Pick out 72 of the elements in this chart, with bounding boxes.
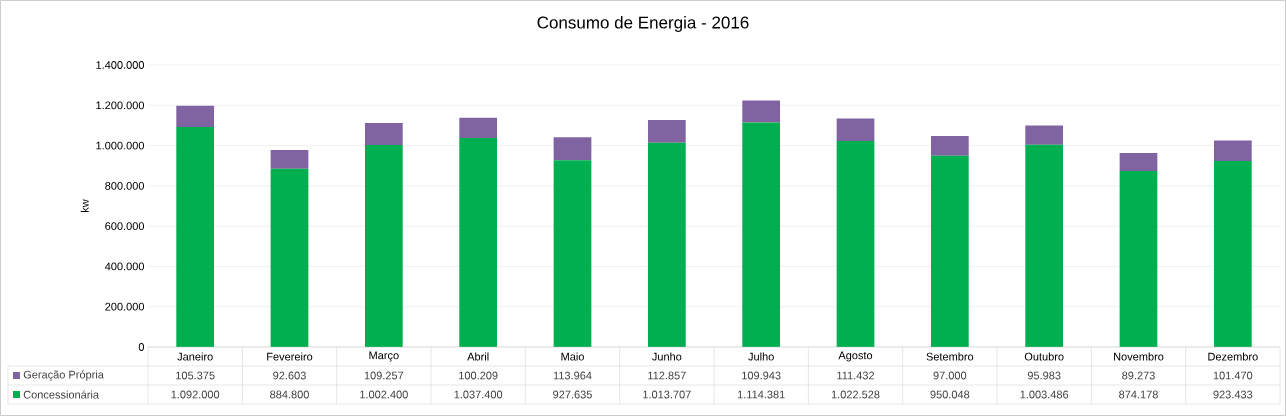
x-tick-label: Abril: [467, 352, 489, 361]
x-tick-label: Fevereiro: [267, 352, 313, 361]
y-tick-label: 1.200.000: [96, 101, 145, 110]
chart-title: Consumo de Energia - 2016: [537, 16, 749, 32]
legend-label: Geração Própria: [23, 370, 104, 381]
data-label: 884.800: [270, 390, 309, 399]
data-label: 105.375: [176, 371, 215, 380]
data-label: 113.964: [553, 371, 592, 380]
x-tick-label: Agosto: [838, 351, 873, 362]
bar: [364, 123, 403, 146]
x-tick-label: Dezembro: [1208, 352, 1258, 361]
data-label: 95.983: [1027, 371, 1061, 380]
bar: [176, 127, 215, 347]
bar: [647, 142, 686, 347]
y-tick-label: 200.000: [105, 302, 145, 311]
bar: [1119, 152, 1158, 171]
y-tick-label: 0: [138, 343, 145, 351]
x-tick-label: Julho: [748, 352, 774, 361]
data-label: 109.257: [364, 371, 404, 380]
bar: [742, 100, 781, 123]
bar: [553, 137, 592, 161]
bar: [364, 145, 403, 347]
bar: [742, 122, 781, 347]
x-tick-label: Outubro: [1024, 352, 1064, 361]
data-label: 927.635: [553, 390, 592, 399]
data-label: 1.013.707: [643, 390, 691, 399]
bar: [270, 150, 309, 169]
data-label: 923.433: [1213, 390, 1253, 399]
bar: [1213, 160, 1252, 347]
data-label: 111.432: [837, 371, 875, 380]
data-label: 874.178: [1119, 390, 1158, 399]
data-label: 89.273: [1122, 371, 1155, 380]
bar: [176, 105, 215, 128]
bar: [930, 136, 969, 156]
data-label: 92.603: [273, 371, 306, 380]
data-label: 1.037.400: [454, 390, 503, 399]
bar: [459, 138, 498, 347]
bar: [459, 117, 498, 139]
x-tick-label: Março: [369, 351, 399, 362]
bar: [270, 168, 309, 347]
data-label: 97.000: [933, 371, 967, 380]
y-tick-label: 600.000: [105, 222, 145, 231]
legend-label: Concessionária: [23, 390, 100, 399]
y-tick-label: 800.000: [105, 181, 145, 190]
bar: [647, 120, 686, 143]
bar: [1025, 144, 1064, 347]
x-tick-label: Maio: [561, 352, 584, 361]
data-label: 1.092.000: [171, 390, 220, 399]
y-tick-label: 400.000: [104, 262, 145, 271]
data-label: 101.470: [1213, 371, 1253, 380]
bar: [1025, 125, 1064, 145]
x-tick-label: Janeiro: [177, 352, 213, 361]
data-label: 950.048: [930, 390, 970, 399]
data-label: 1.003.486: [1020, 390, 1069, 399]
x-tick-label: Junho: [652, 352, 682, 361]
data-label: 1.114.381: [737, 390, 785, 399]
bar: [553, 160, 592, 347]
bar: [836, 141, 875, 347]
x-tick-label: Novembro: [1114, 352, 1164, 361]
y-tick-label: 1.400.000: [96, 61, 145, 69]
bar: [836, 118, 875, 142]
data-label: 112.857: [648, 371, 686, 380]
y-tick-label: 1.000.000: [96, 141, 145, 150]
bar: [930, 155, 969, 347]
y-axis-title: kw: [80, 199, 89, 212]
data-label: 109.943: [742, 371, 781, 380]
bar: [1213, 140, 1252, 161]
data-label: 1.002.400: [360, 390, 408, 399]
bar: [1119, 170, 1158, 347]
data-label: 1.022.528: [831, 390, 880, 399]
x-tick-label: Setembro: [926, 352, 974, 361]
data-label: 100.209: [459, 371, 498, 380]
